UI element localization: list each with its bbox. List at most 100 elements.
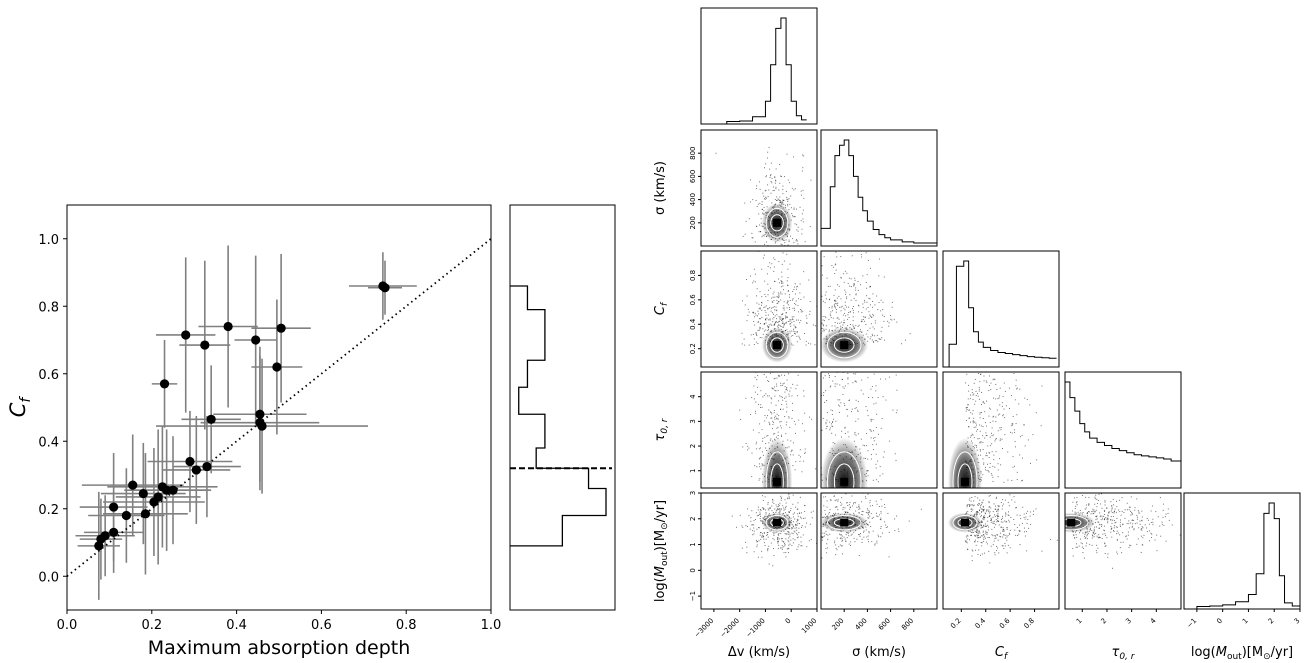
sample-point: [811, 522, 812, 523]
y-axis-label: Cf: [6, 396, 34, 418]
sample-point: [1051, 288, 1052, 289]
sample-point: [815, 521, 816, 522]
sample-point: [788, 497, 790, 499]
sample-point: [862, 227, 863, 228]
sample-point: [818, 319, 819, 320]
sample-point: [756, 225, 758, 227]
sample-point: [780, 291, 782, 293]
sample-point: [759, 202, 761, 204]
sample-point: [812, 477, 813, 478]
sample-point: [1012, 356, 1013, 357]
sample-point: [855, 420, 857, 422]
sample-point: [785, 260, 786, 261]
sample-point: [772, 318, 774, 320]
sample-point: [761, 429, 763, 431]
data-point: [255, 409, 265, 419]
sample-point: [1095, 519, 1097, 521]
sample-point: [966, 409, 968, 411]
sample-point: [779, 202, 781, 204]
sample-point: [966, 373, 968, 375]
sample-point: [785, 316, 787, 318]
sample-point: [847, 533, 849, 535]
sample-point: [784, 397, 786, 399]
sample-point: [873, 328, 875, 330]
corner-xlabel-mdot-part: out: [1227, 652, 1242, 662]
sample-point: [800, 298, 802, 300]
error-bars: [75, 245, 417, 600]
sample-point: [1147, 519, 1149, 521]
sample-point: [775, 265, 776, 266]
sample-point: [901, 343, 903, 345]
sample-point: [786, 153, 788, 155]
sample-point: [783, 309, 785, 311]
sample-point: [1008, 407, 1010, 409]
sample-point: [1198, 513, 1199, 514]
sample-point: [835, 311, 837, 313]
sample-point: [1003, 547, 1005, 549]
sample-point: [843, 226, 844, 227]
sample-point: [857, 325, 859, 327]
sample-point: [979, 381, 981, 383]
sample-point: [884, 507, 886, 509]
sample-point: [772, 388, 774, 390]
sample-point: [1136, 518, 1138, 520]
sample-point: [993, 503, 995, 505]
sample-point: [967, 511, 969, 513]
sample-point: [828, 319, 830, 321]
sample-point: [812, 426, 813, 427]
sample-point: [819, 405, 820, 406]
sample-point: [984, 537, 986, 539]
sample-point: [774, 242, 776, 244]
corner-x-tick-label: 0.8: [1022, 617, 1036, 631]
sample-point: [761, 201, 763, 203]
sample-point: [811, 284, 812, 285]
sample-point: [762, 333, 764, 335]
sample-point: [978, 531, 980, 533]
sample-point: [749, 528, 751, 530]
sample-point: [814, 535, 815, 536]
sample-point: [796, 548, 798, 550]
sample-point: [792, 454, 794, 456]
sample-point: [787, 498, 789, 500]
sample-point: [764, 289, 765, 290]
sample-point: [829, 386, 831, 388]
sample-point: [894, 453, 896, 455]
sample-point: [1029, 404, 1031, 406]
sample-point: [793, 215, 795, 217]
sample-point: [787, 548, 789, 550]
sample-point: [781, 548, 783, 550]
sample-point: [833, 304, 835, 306]
sample-point: [795, 247, 796, 248]
sample-point: [759, 328, 761, 330]
sample-point: [753, 551, 755, 553]
density-contour: [957, 463, 973, 488]
sample-point: [857, 311, 859, 313]
sample-point: [980, 516, 982, 518]
sample-point: [849, 324, 851, 326]
sample-point: [844, 512, 846, 514]
sample-point: [987, 510, 989, 512]
sample-point: [766, 241, 768, 243]
sample-point: [758, 308, 760, 310]
sample-point: [981, 524, 983, 526]
sample-point: [1099, 516, 1101, 518]
corner-y-tick-label: 0.2: [689, 343, 697, 354]
corner-ylabel-cf-part: f: [660, 301, 670, 306]
sample-point: [874, 543, 876, 545]
sample-point: [976, 449, 978, 451]
sample-point: [869, 314, 871, 316]
sample-point: [1015, 534, 1017, 536]
sample-point: [777, 540, 779, 542]
sample-point: [807, 526, 808, 527]
sample-point: [800, 541, 802, 543]
sample-point: [801, 545, 803, 547]
sample-point: [1133, 529, 1135, 531]
sample-point: [1018, 524, 1020, 526]
sample-point: [967, 535, 969, 537]
sample-point: [971, 413, 973, 415]
sample-point: [858, 304, 860, 306]
sample-point: [795, 506, 797, 508]
sample-point: [813, 498, 814, 499]
sample-point: [814, 331, 815, 332]
sample-point: [753, 338, 755, 340]
